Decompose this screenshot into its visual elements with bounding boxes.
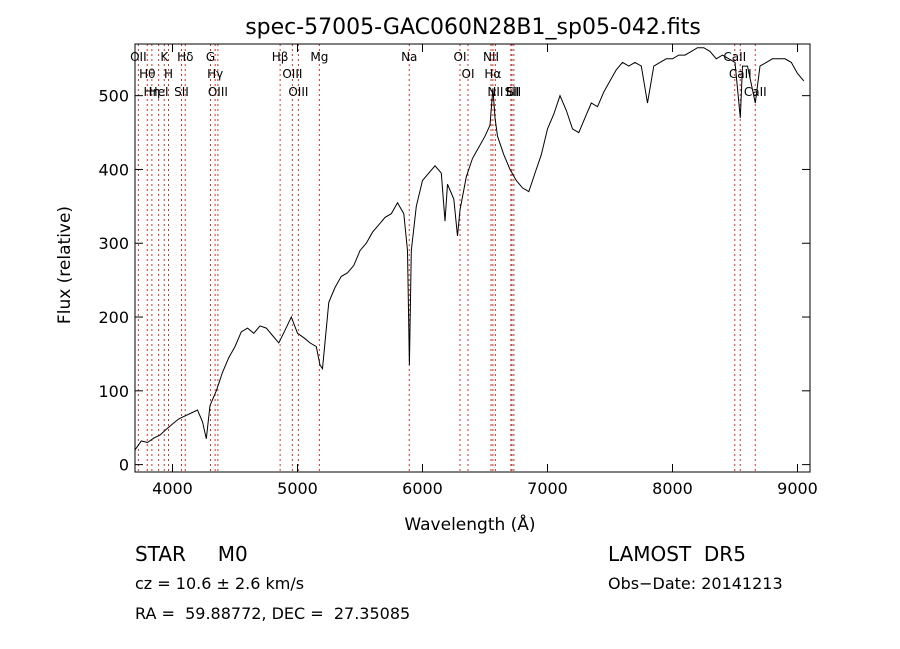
y-tick-label: 0 (119, 456, 129, 475)
classification-label: STAR M0 (135, 542, 248, 566)
x-tick-label: 5000 (277, 479, 318, 498)
line-label: Li (506, 85, 516, 99)
line-label: CaII (723, 50, 746, 64)
plot-frame (134, 43, 811, 473)
plot-axes: 4000 5000 6000 7000 8000 9000 0 100 200 300 400 500 (98, 43, 818, 498)
line-label: K (160, 50, 169, 64)
line-label: Mg (310, 50, 328, 64)
line-label: Hη (144, 85, 161, 99)
chart-title: spec-57005-GAC060N28B1_sp05-042.fits (245, 15, 701, 40)
spectrum-series (134, 47, 805, 451)
line-label: NII (483, 50, 499, 64)
line-label: OII (130, 50, 147, 64)
line-label: SII (174, 85, 189, 99)
line-label: OIII (288, 85, 308, 99)
y-tick-label: 500 (98, 87, 129, 106)
line-label: OI (462, 67, 475, 81)
line-label: OIII (282, 67, 302, 81)
coordinates-label: RA = 59.88772, DEC = 27.35085 (135, 604, 411, 623)
y-tick-label: 200 (98, 308, 129, 327)
line-label: CaII (744, 85, 767, 99)
spectrum-line (134, 47, 805, 451)
x-tick-label: 9000 (777, 479, 818, 498)
line-label: Hγ (207, 67, 223, 81)
line-label: SII (507, 85, 522, 99)
line-label: NII (487, 85, 503, 99)
line-label: OI (454, 50, 467, 64)
survey-label: LAMOST DR5 (608, 542, 746, 566)
y-tick-label: 300 (98, 234, 129, 253)
y-axis-label: Flux (relative) (55, 206, 75, 324)
x-tick-label: 8000 (652, 479, 693, 498)
line-label: CaII (729, 67, 752, 81)
line-label: H (164, 67, 173, 81)
spectral-line-markers (137, 44, 756, 472)
line-label: HeI (149, 85, 169, 99)
x-axis-label: Wavelength (Å) (404, 513, 535, 535)
x-tick-label: 6000 (402, 479, 443, 498)
line-label: Hα (484, 67, 501, 81)
line-label: Hβ (272, 50, 289, 64)
line-label: G (206, 50, 215, 64)
line-label: SII (505, 85, 520, 99)
redshift-label: cz = 10.6 ± 2.6 km/s (135, 574, 305, 593)
obs-date-label: Obs−Date: 20141213 (608, 574, 783, 593)
line-label: Na (401, 50, 417, 64)
x-tick-label: 4000 (152, 479, 193, 498)
line-label: OIII (208, 85, 228, 99)
line-label: Hθ (139, 67, 155, 81)
x-tick-label: 7000 (527, 479, 568, 498)
y-tick-label: 100 (98, 382, 129, 401)
y-tick-label: 400 (98, 160, 129, 179)
line-label: Hδ (177, 50, 193, 64)
